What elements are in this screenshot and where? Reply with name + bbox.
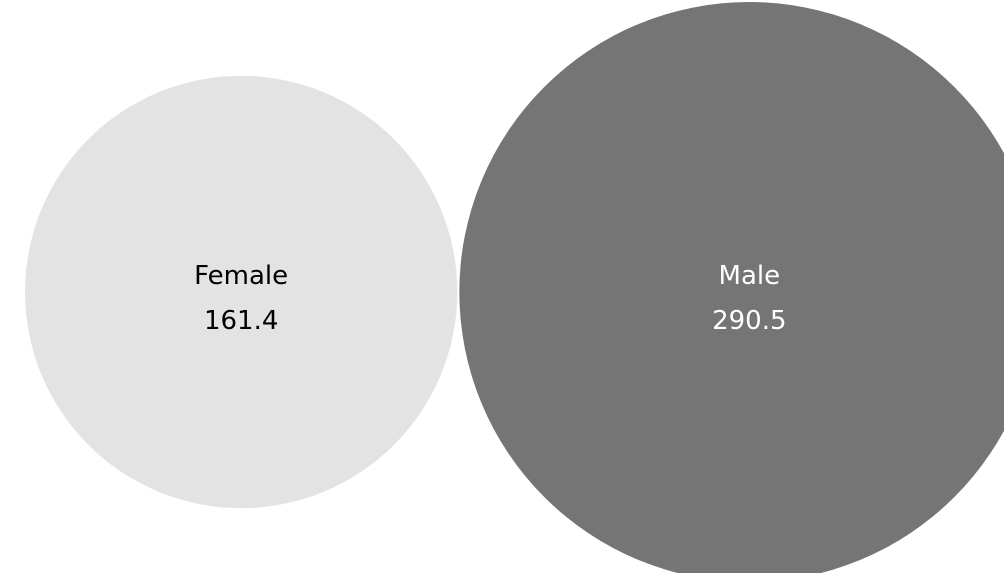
bubble-value-label: 161.4	[204, 306, 278, 336]
bubble-category-label: Male	[719, 261, 781, 291]
bubble-female: Female 161.4	[25, 75, 458, 509]
bubble-category-label: Female	[194, 261, 288, 291]
bubble-value-label: 290.5	[712, 306, 786, 336]
bubble-circle-female	[25, 75, 458, 509]
bubble-circle-male	[459, 2, 1004, 573]
bubble-male: Male 290.5	[459, 2, 1004, 573]
